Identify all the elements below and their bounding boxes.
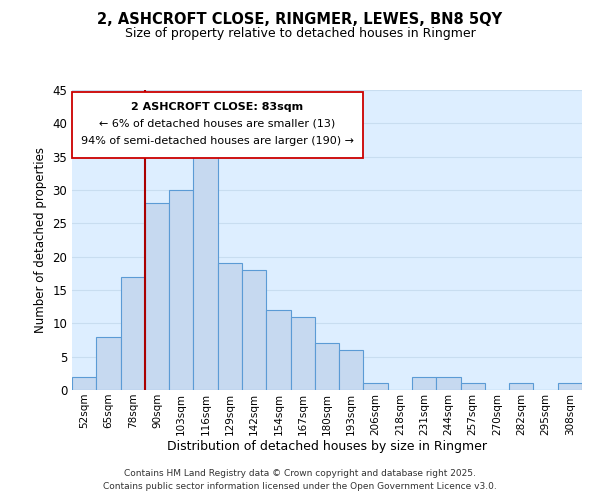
Bar: [290, 316, 315, 390]
Text: 2, ASHCROFT CLOSE, RINGMER, LEWES, BN8 5QY: 2, ASHCROFT CLOSE, RINGMER, LEWES, BN8 5…: [97, 12, 503, 28]
Bar: [72, 376, 96, 390]
Bar: [193, 144, 218, 390]
X-axis label: Distribution of detached houses by size in Ringmer: Distribution of detached houses by size …: [167, 440, 487, 454]
Bar: [509, 384, 533, 390]
Bar: [315, 344, 339, 390]
Bar: [242, 270, 266, 390]
Bar: [364, 384, 388, 390]
Bar: [266, 310, 290, 390]
Text: Contains public sector information licensed under the Open Government Licence v3: Contains public sector information licen…: [103, 482, 497, 491]
Bar: [436, 376, 461, 390]
Bar: [339, 350, 364, 390]
Bar: [121, 276, 145, 390]
Bar: [461, 384, 485, 390]
Bar: [558, 384, 582, 390]
Bar: [145, 204, 169, 390]
Bar: [412, 376, 436, 390]
Text: ← 6% of detached houses are smaller (13): ← 6% of detached houses are smaller (13): [99, 118, 335, 128]
Bar: [218, 264, 242, 390]
FancyBboxPatch shape: [72, 92, 363, 158]
Text: Contains HM Land Registry data © Crown copyright and database right 2025.: Contains HM Land Registry data © Crown c…: [124, 468, 476, 477]
Text: 2 ASHCROFT CLOSE: 83sqm: 2 ASHCROFT CLOSE: 83sqm: [131, 102, 304, 112]
Text: 94% of semi-detached houses are larger (190) →: 94% of semi-detached houses are larger (…: [81, 136, 354, 146]
Bar: [169, 190, 193, 390]
Y-axis label: Number of detached properties: Number of detached properties: [34, 147, 47, 333]
Text: Size of property relative to detached houses in Ringmer: Size of property relative to detached ho…: [125, 28, 475, 40]
Bar: [96, 336, 121, 390]
